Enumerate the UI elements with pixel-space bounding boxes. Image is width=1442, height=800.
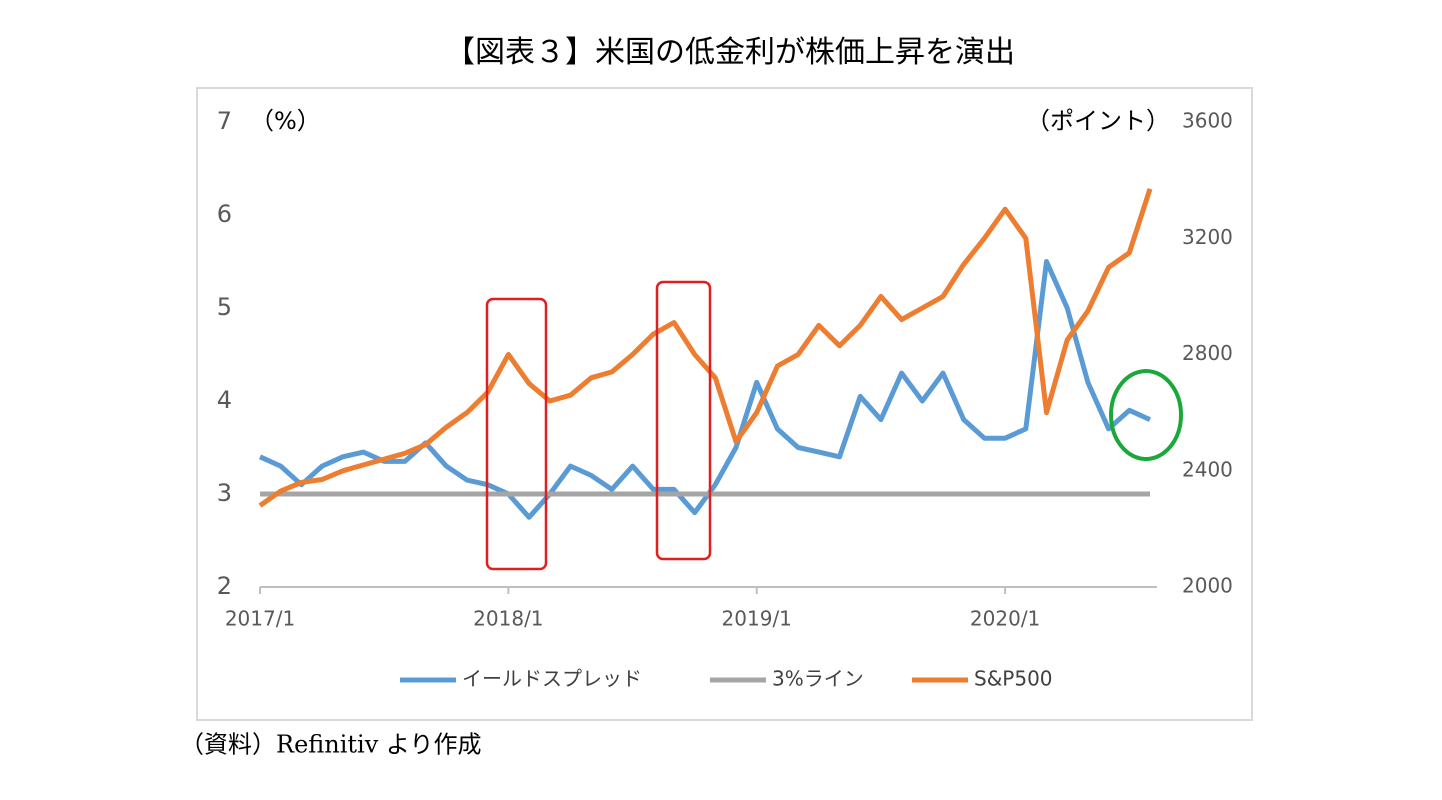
y2-tick-label: 2400: [1182, 457, 1233, 481]
plot-frame: [196, 87, 1253, 721]
y2-tick-label: 3600: [1182, 109, 1233, 133]
series-line: [258, 188, 1153, 508]
legend-label: イールドスプレッド: [462, 667, 642, 691]
source-note: （資料）Refinitiv より作成: [180, 731, 481, 759]
y-tick-label: 7: [217, 107, 232, 135]
y-tick-label: 5: [217, 293, 232, 321]
y-tick-label: 4: [217, 386, 232, 414]
x-tick-label: 2020/1: [970, 607, 1040, 631]
x-tick-label: 2019/1: [722, 607, 792, 631]
y2-tick-label: 2800: [1182, 341, 1233, 365]
y-tick-label: 6: [217, 200, 232, 228]
x-tick-label: 2018/1: [473, 607, 543, 631]
y2-tick-label: 3200: [1182, 225, 1233, 249]
y-tick-label: 2: [217, 572, 232, 600]
y-tick-label: 3: [217, 479, 232, 507]
series-line: [258, 259, 1152, 520]
chart-title: 【図表３】米国の低金利が株価上昇を演出: [445, 35, 1015, 70]
highlight-box: [485, 297, 548, 571]
y2-axis-label: （ポイント）: [1026, 107, 1170, 135]
x-tick-label: 2017/1: [225, 607, 295, 631]
marks: 2 3 4 5 6 7 2000 2400 2800 3200 3600 2017/1 2018/1 20…: [217, 107, 1233, 691]
legend-label: 3%ライン: [772, 667, 864, 691]
y-axis-label: （%）: [250, 107, 321, 135]
highlight-circle: [1109, 369, 1183, 461]
legend-label: S&P500: [974, 667, 1053, 691]
highlight-box: [655, 280, 712, 561]
y2-tick-label: 2000: [1182, 574, 1233, 598]
